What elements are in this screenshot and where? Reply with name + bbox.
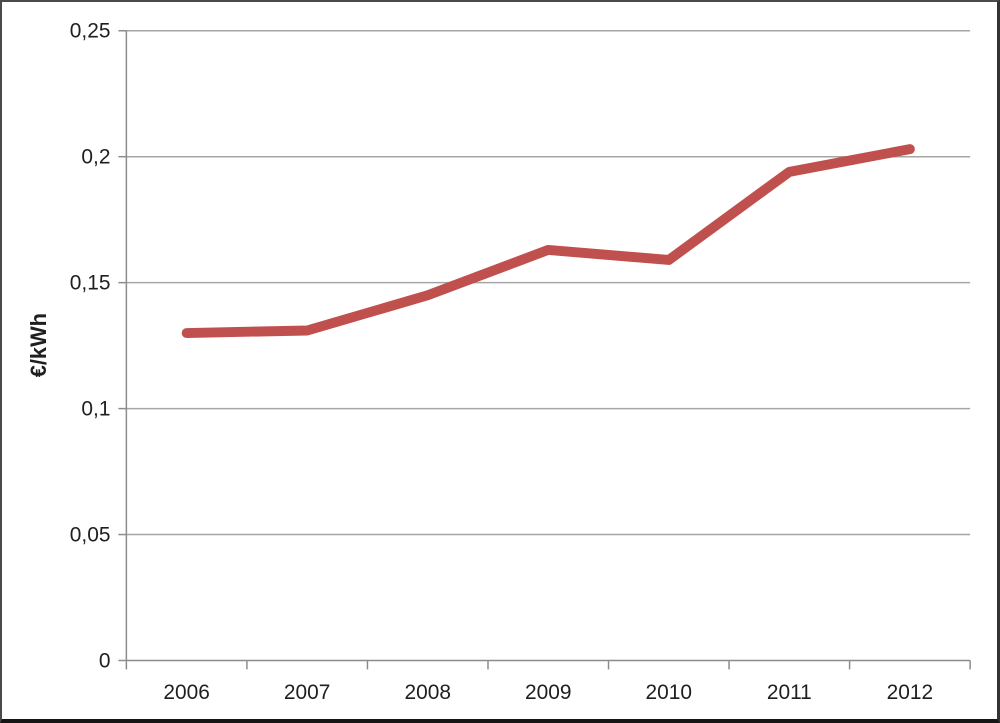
y-tick-label: 0,15 — [70, 272, 111, 295]
x-tick-label: 2007 — [284, 681, 330, 704]
x-tick-label: 2011 — [767, 681, 812, 704]
x-tick-label: 2010 — [646, 681, 692, 704]
y-tick-label: 0,2 — [81, 146, 110, 169]
x-tick-label: 2008 — [404, 681, 450, 704]
y-tick-label: 0,05 — [70, 524, 111, 547]
x-tick-label: 2006 — [163, 681, 209, 704]
y-tick-label: 0 — [99, 649, 111, 672]
y-tick-label: 0,1 — [81, 398, 110, 421]
data-line-series — [181, 144, 915, 338]
y-axis-title: €/kWh — [26, 313, 51, 377]
y-tick-label: 0,25 — [70, 20, 111, 43]
x-tick-label: 2009 — [525, 681, 571, 704]
x-tick-label: 2012 — [887, 681, 933, 704]
